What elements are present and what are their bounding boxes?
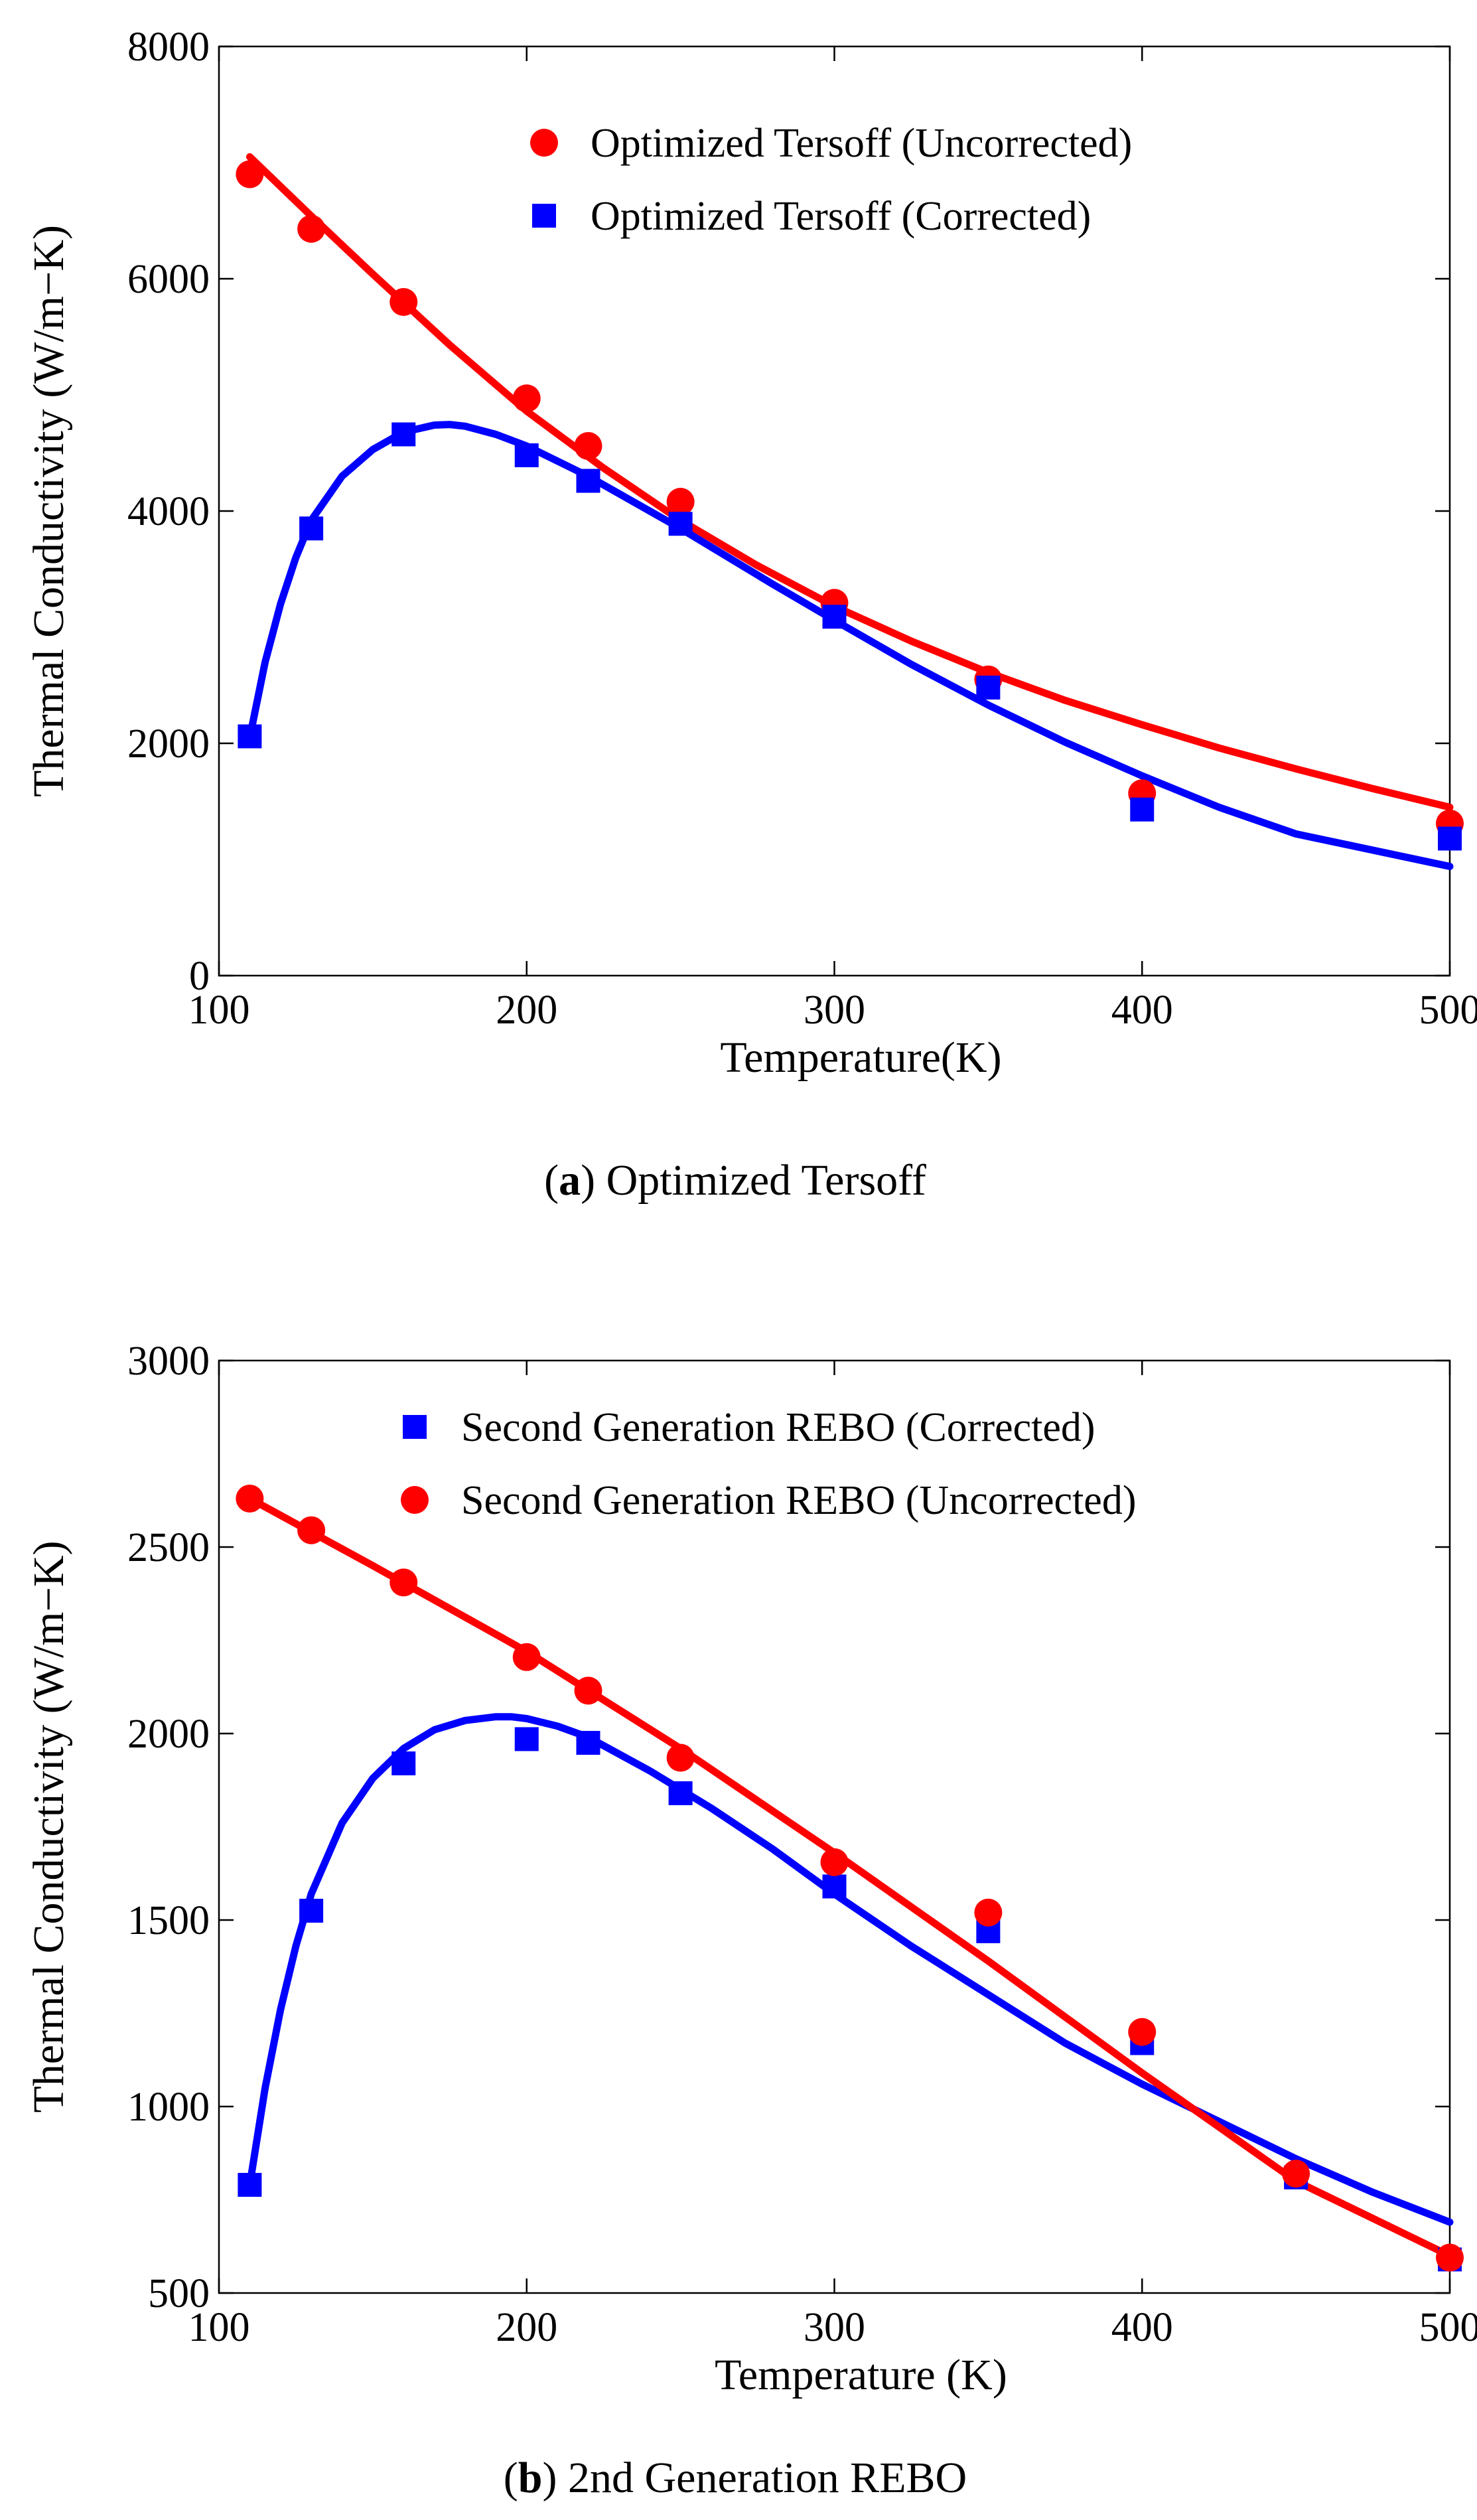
x-tick-label: 100 xyxy=(188,988,250,1033)
caption-a-letter: a xyxy=(559,1156,581,1205)
x-tick-label: 200 xyxy=(496,988,557,1033)
data-point-series-0 xyxy=(666,488,695,516)
fit-curve-series-1 xyxy=(246,421,1454,870)
y-tick-label: 2500 xyxy=(127,1525,210,1570)
data-point-series-1 xyxy=(512,1643,541,1671)
data-point-series-0 xyxy=(238,2173,262,2197)
y-tick-label: 500 xyxy=(148,2271,210,2316)
caption-b-paren-close: ) xyxy=(543,2454,568,2502)
data-point-series-1 xyxy=(514,443,539,467)
data-point-series-1 xyxy=(297,1516,326,1544)
data-point-series-1 xyxy=(389,1568,418,1597)
data-point-series-0 xyxy=(514,1727,539,1751)
data-point-series-0 xyxy=(299,1898,324,1923)
x-tick-label: 200 xyxy=(496,2305,557,2350)
y-tick-label: 8000 xyxy=(127,25,210,70)
caption-a: (a) Optimized Tersoff xyxy=(544,1156,926,1205)
y-tick-label: 6000 xyxy=(127,257,210,302)
data-point-series-0 xyxy=(391,1751,416,1775)
data-point-series-1 xyxy=(238,724,262,749)
data-point-series-1 xyxy=(1282,2160,1310,2188)
caption-b-paren-open: ( xyxy=(504,2454,518,2502)
data-point-series-1 xyxy=(391,422,416,447)
data-point-series-1 xyxy=(236,1484,264,1513)
legend: Optimized Tersoff (Uncorrected) Optimized… xyxy=(530,121,1132,239)
caption-b: (b) 2nd Generation REBO xyxy=(504,2454,967,2502)
data-point-series-0 xyxy=(512,384,541,413)
data-point-series-0 xyxy=(574,432,602,460)
data-point-series-1 xyxy=(976,676,1001,700)
x-tick-label: 300 xyxy=(804,2305,865,2350)
x-axis-title: Temperature(K) xyxy=(720,1033,1001,1082)
legend-label-series-1: Optimized Tersoff (Corrected) xyxy=(591,194,1091,239)
data-point-series-1 xyxy=(974,1898,1003,1927)
data-point-series-0 xyxy=(822,1874,847,1899)
legend: Second Generation REBO (Corrected) Second… xyxy=(401,1405,1136,1523)
data-point-series-0 xyxy=(389,288,418,316)
y-axis-title: Thermal Conductivity (W/m−K) xyxy=(25,1540,73,2112)
legend-marker-series-1 xyxy=(401,1486,429,1514)
x-tick-label: 300 xyxy=(804,988,865,1033)
data-point-series-1 xyxy=(299,516,324,541)
y-tick-label: 3000 xyxy=(127,1339,210,1384)
x-axis-title: Temperature (K) xyxy=(715,2351,1007,2399)
panel-a-optimized-tersoff: 100 200 300 400 500 0 2000 4000 6000 8000 Temperat… xyxy=(25,25,1477,1082)
y-tick-label: 0 xyxy=(189,954,210,999)
legend-label-series-0: Optimized Tersoff (Uncorrected) xyxy=(591,121,1132,166)
x-tick-label: 400 xyxy=(1111,2305,1173,2350)
x-tick-label: 100 xyxy=(188,2305,250,2350)
caption-b-text: 2nd Generation REBO xyxy=(568,2454,967,2502)
x-tick-label: 500 xyxy=(1419,988,1477,1033)
data-point-series-0 xyxy=(576,1731,600,1755)
y-tick-label: 4000 xyxy=(127,489,210,534)
legend-marker-series-0 xyxy=(403,1415,427,1439)
legend-label-series-1: Second Generation REBO (Uncorrected) xyxy=(461,1478,1136,1523)
caption-b-letter: b xyxy=(518,2454,543,2502)
legend-marker-series-1 xyxy=(532,204,556,228)
y-tick-label: 1000 xyxy=(127,2085,210,2130)
plot-frame xyxy=(218,45,1451,977)
data-point-series-1 xyxy=(1438,826,1462,851)
data-point-series-1 xyxy=(1436,2243,1464,2272)
data-point-series-1 xyxy=(666,1743,695,1772)
data-point-series-1 xyxy=(576,469,600,493)
y-tick-label: 2000 xyxy=(127,721,210,767)
caption-a-text: Optimized Tersoff xyxy=(606,1156,926,1205)
x-tick-label: 500 xyxy=(1419,2305,1477,2350)
x-tick-label: 400 xyxy=(1111,988,1173,1033)
y-tick-label: 2000 xyxy=(127,1712,210,1757)
data-point-series-0 xyxy=(297,214,326,243)
fit-curve-series-0 xyxy=(246,153,1454,811)
data-point-series-1 xyxy=(822,605,847,629)
caption-a-paren-close: ) xyxy=(581,1156,606,1205)
data-point-series-0 xyxy=(236,160,264,188)
data-point-series-1 xyxy=(668,512,693,536)
panel-b-second-generation-rebo: 100 200 300 400 500 500 1000 1500 2000 2500 3000 Te… xyxy=(25,1339,1477,2399)
data-point-series-1 xyxy=(1130,797,1155,822)
caption-a-paren-open: ( xyxy=(544,1156,559,1205)
data-point-series-1 xyxy=(1128,2018,1157,2046)
fit-curve-series-0 xyxy=(246,1713,1454,2226)
data-point-series-0 xyxy=(668,1781,693,1805)
data-point-series-1 xyxy=(574,1676,602,1705)
legend-label-series-0: Second Generation REBO (Corrected) xyxy=(461,1405,1095,1450)
legend-marker-series-0 xyxy=(530,129,558,157)
data-point-series-1 xyxy=(820,1848,849,1876)
y-tick-label: 1500 xyxy=(127,1898,210,1943)
y-axis-title: Thermal Conductivity (W/m−K) xyxy=(25,225,73,797)
